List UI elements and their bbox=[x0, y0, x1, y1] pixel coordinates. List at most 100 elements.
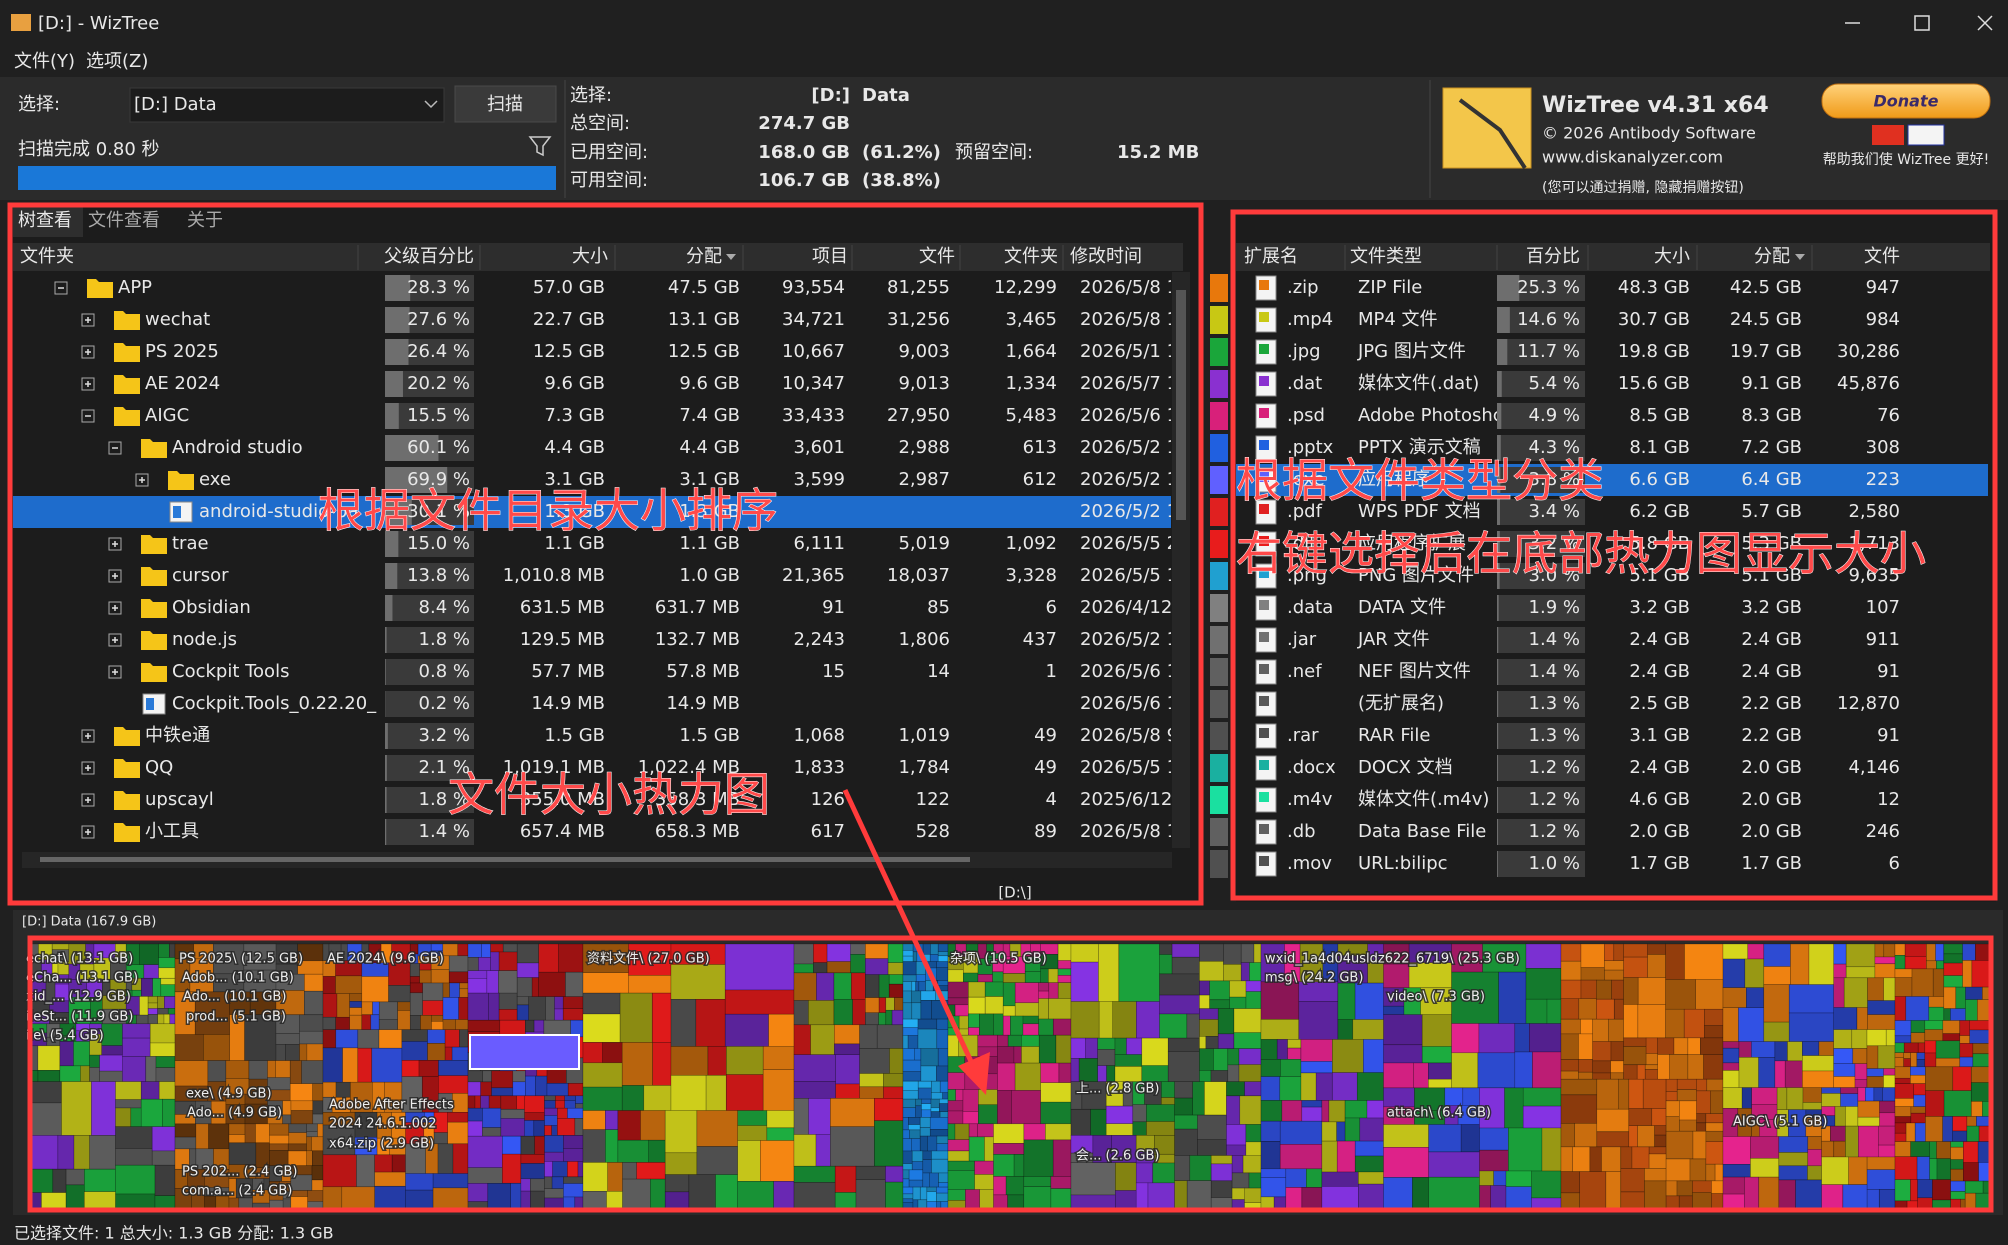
treemap-cell[interactable] bbox=[1894, 1106, 1912, 1117]
treemap-cell[interactable] bbox=[1260, 1076, 1281, 1101]
treemap-cell[interactable] bbox=[312, 1100, 324, 1115]
expander[interactable] bbox=[81, 793, 95, 807]
treemap-cell[interactable] bbox=[1807, 1149, 1822, 1167]
treemap-cell[interactable] bbox=[1894, 1077, 1911, 1084]
treemap-cell[interactable] bbox=[1223, 943, 1242, 965]
treemap-cell[interactable] bbox=[1332, 1039, 1364, 1073]
treemap-cell[interactable] bbox=[157, 1007, 169, 1015]
treemap-cell[interactable] bbox=[459, 988, 469, 998]
treemap-cell[interactable] bbox=[311, 1165, 324, 1181]
treemap-cell[interactable] bbox=[1857, 1100, 1880, 1118]
treemap-cell[interactable] bbox=[498, 970, 518, 994]
treemap-cell[interactable] bbox=[1910, 1052, 1918, 1067]
treemap-cell[interactable] bbox=[902, 1150, 913, 1164]
treemap-cell[interactable] bbox=[563, 1135, 584, 1150]
treemap-cell[interactable] bbox=[1007, 1034, 1022, 1047]
treemap-cell[interactable] bbox=[482, 1070, 492, 1083]
treemap-cell[interactable] bbox=[1592, 1018, 1609, 1042]
treemap-cell[interactable] bbox=[267, 1060, 276, 1078]
treemap-cell[interactable] bbox=[582, 1086, 623, 1111]
treemap-cell[interactable] bbox=[937, 943, 949, 952]
treemap-cell[interactable] bbox=[902, 981, 913, 992]
treemap-cell[interactable] bbox=[431, 1020, 444, 1030]
treemap-cell[interactable] bbox=[174, 1136, 197, 1150]
treemap-cell[interactable] bbox=[1692, 1180, 1712, 1193]
treemap-cell[interactable] bbox=[936, 1065, 949, 1082]
treemap-cell[interactable] bbox=[810, 1024, 835, 1056]
treemap-cell[interactable] bbox=[1943, 953, 1964, 964]
treemap-cell[interactable] bbox=[455, 1019, 469, 1030]
treemap-cell[interactable] bbox=[920, 1048, 939, 1067]
treemap-cell[interactable] bbox=[917, 1087, 932, 1100]
treemap-cell[interactable] bbox=[1421, 1014, 1452, 1047]
treemap-cell[interactable] bbox=[1580, 979, 1597, 1000]
treemap-cell[interactable] bbox=[947, 1072, 966, 1090]
treemap-cell[interactable] bbox=[1830, 1125, 1846, 1142]
treemap-cell[interactable] bbox=[1913, 1083, 1926, 1096]
treemap-cell[interactable] bbox=[1894, 1141, 1911, 1157]
treemap-cell[interactable] bbox=[140, 1081, 160, 1100]
treemap-cell[interactable] bbox=[947, 1189, 966, 1201]
treemap-cell[interactable] bbox=[1787, 1041, 1803, 1062]
treemap-cell[interactable] bbox=[864, 1012, 879, 1026]
treemap-cell[interactable] bbox=[1057, 960, 1072, 970]
treemap-cell[interactable] bbox=[147, 1002, 158, 1009]
treemap-cell[interactable] bbox=[947, 1139, 970, 1152]
treemap-cell[interactable] bbox=[1199, 994, 1210, 1009]
treemap-cell[interactable] bbox=[1260, 1120, 1281, 1142]
treemap-cell[interactable] bbox=[546, 1083, 569, 1097]
treemap-cell[interactable] bbox=[1337, 1019, 1354, 1040]
treemap-cell[interactable] bbox=[575, 1095, 584, 1105]
treemap-cell[interactable] bbox=[1854, 1079, 1868, 1088]
treemap-cell[interactable] bbox=[1962, 943, 1976, 961]
treemap-cell[interactable] bbox=[1845, 943, 1876, 968]
treemap-cell[interactable] bbox=[930, 1092, 943, 1100]
treemap-cell[interactable] bbox=[275, 1060, 291, 1078]
treemap-cell[interactable] bbox=[151, 1150, 176, 1166]
treemap-cell[interactable] bbox=[1328, 1100, 1346, 1123]
treemap-cell[interactable] bbox=[1623, 1046, 1647, 1065]
treemap-cell[interactable] bbox=[1174, 1081, 1193, 1099]
treemap-cell[interactable] bbox=[244, 1014, 277, 1061]
treemap-cell[interactable] bbox=[967, 996, 986, 1015]
treemap-cell[interactable] bbox=[1857, 1116, 1880, 1127]
treemap-cell[interactable] bbox=[1090, 1109, 1107, 1136]
treemap-cell[interactable] bbox=[1477, 1052, 1516, 1089]
treemap-cell[interactable] bbox=[244, 1123, 256, 1144]
h-scroll-thumb[interactable] bbox=[40, 857, 970, 862]
expander[interactable] bbox=[81, 345, 95, 359]
treemap-cell[interactable] bbox=[1950, 1180, 1966, 1192]
treemap-cell[interactable] bbox=[1560, 960, 1582, 981]
treemap-cell[interactable] bbox=[1085, 1037, 1098, 1059]
treemap-cell[interactable] bbox=[938, 1172, 949, 1183]
treemap-cell[interactable] bbox=[902, 1186, 914, 1195]
treemap-cell[interactable] bbox=[563, 1176, 584, 1184]
treemap-cell[interactable] bbox=[1344, 1100, 1368, 1119]
treemap-cell[interactable] bbox=[808, 1098, 831, 1135]
treemap-cell[interactable] bbox=[1971, 1066, 1991, 1083]
treemap-cell[interactable] bbox=[902, 1107, 916, 1118]
treemap-cell[interactable] bbox=[1336, 1121, 1346, 1142]
treemap-cell[interactable] bbox=[1197, 1114, 1227, 1140]
menu-item[interactable]: 文件(Y) bbox=[14, 51, 75, 72]
treemap-cell[interactable] bbox=[1115, 1162, 1137, 1191]
treemap-cell[interactable] bbox=[1903, 1052, 1911, 1059]
treemap-cell[interactable] bbox=[228, 1134, 246, 1144]
treemap-cell[interactable] bbox=[61, 1081, 92, 1136]
expander[interactable] bbox=[54, 281, 68, 295]
treemap-cell[interactable] bbox=[1676, 1089, 1697, 1102]
treemap-cell[interactable] bbox=[1578, 1059, 1594, 1073]
treemap-cell[interactable] bbox=[89, 1054, 100, 1068]
treemap-cell[interactable] bbox=[902, 961, 917, 976]
treemap-cell[interactable] bbox=[562, 996, 584, 1009]
treemap-cell[interactable] bbox=[1161, 1081, 1176, 1098]
treemap-cell[interactable] bbox=[1894, 1020, 1912, 1037]
treemap-cell[interactable] bbox=[552, 1161, 568, 1178]
treemap-cell[interactable] bbox=[889, 1048, 904, 1074]
treemap-cell[interactable] bbox=[1758, 1176, 1780, 1210]
menu-item[interactable]: 选项(Z) bbox=[86, 51, 148, 72]
treemap-cell[interactable] bbox=[664, 1152, 698, 1175]
treemap-cell[interactable] bbox=[1174, 1128, 1198, 1156]
treemap-cell[interactable] bbox=[1132, 1121, 1147, 1136]
treemap-cell[interactable] bbox=[1910, 1106, 1926, 1114]
